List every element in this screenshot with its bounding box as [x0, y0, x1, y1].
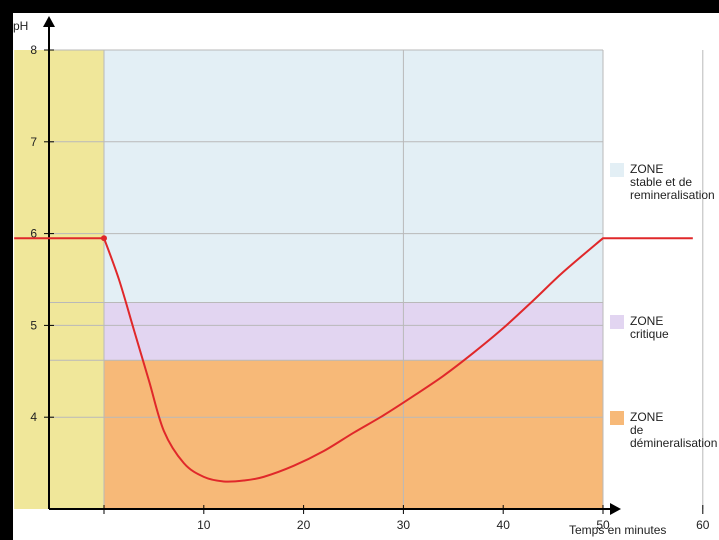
legend-label-demin: démineralisation [630, 436, 717, 450]
x-tick-label: 40 [497, 518, 511, 532]
axes [43, 16, 704, 515]
pre-period-band [14, 50, 104, 509]
x-tick-label: 50 [596, 518, 610, 532]
y-axis-label: pH [13, 19, 28, 33]
x-tick-label: 30 [397, 518, 411, 532]
legend-label-demin: de [630, 423, 644, 437]
zone-band-stable [104, 50, 603, 303]
legend-label-stable: remineralisation [630, 188, 715, 202]
legend-swatch-critical [610, 315, 624, 329]
legend-label-critical: ZONE [630, 314, 663, 328]
y-tick-label: 6 [30, 227, 37, 241]
legend-swatch-demin [610, 411, 624, 425]
ph-series-line [14, 237, 693, 483]
legend-label-demin: ZONE [630, 410, 663, 424]
y-tick-label: 4 [30, 410, 37, 424]
y-tick-label: 8 [30, 43, 37, 57]
zone-bands [14, 50, 603, 509]
legend-label-stable: ZONE [630, 162, 663, 176]
y-tick-label: 7 [30, 135, 37, 149]
y-axis-arrow [43, 16, 55, 27]
x-axis-arrow [610, 503, 621, 515]
y-tick-label: 5 [30, 318, 37, 332]
legend-label-critical: critique [630, 327, 669, 341]
tick-labels: 4 5 6 7 8 10 20 30 40 50 60 [30, 43, 709, 532]
legend-swatch-stable [610, 163, 624, 177]
zone-band-demin [104, 360, 603, 509]
grid-lines [49, 49, 704, 509]
x-tick-label: 20 [297, 518, 311, 532]
legend-label-stable: stable et de [630, 175, 692, 189]
zone-band-critical [104, 302, 603, 361]
x-tick-label: 10 [197, 518, 211, 532]
ph-point-marker [101, 235, 107, 242]
x-tick-label: 60 [696, 518, 710, 532]
x-axis-label: Temps en minutes [569, 523, 666, 537]
ph-series [14, 235, 693, 483]
chart-frame: 4 5 6 7 8 10 20 30 40 50 60 ZONE stable et de remine… [13, 13, 719, 540]
